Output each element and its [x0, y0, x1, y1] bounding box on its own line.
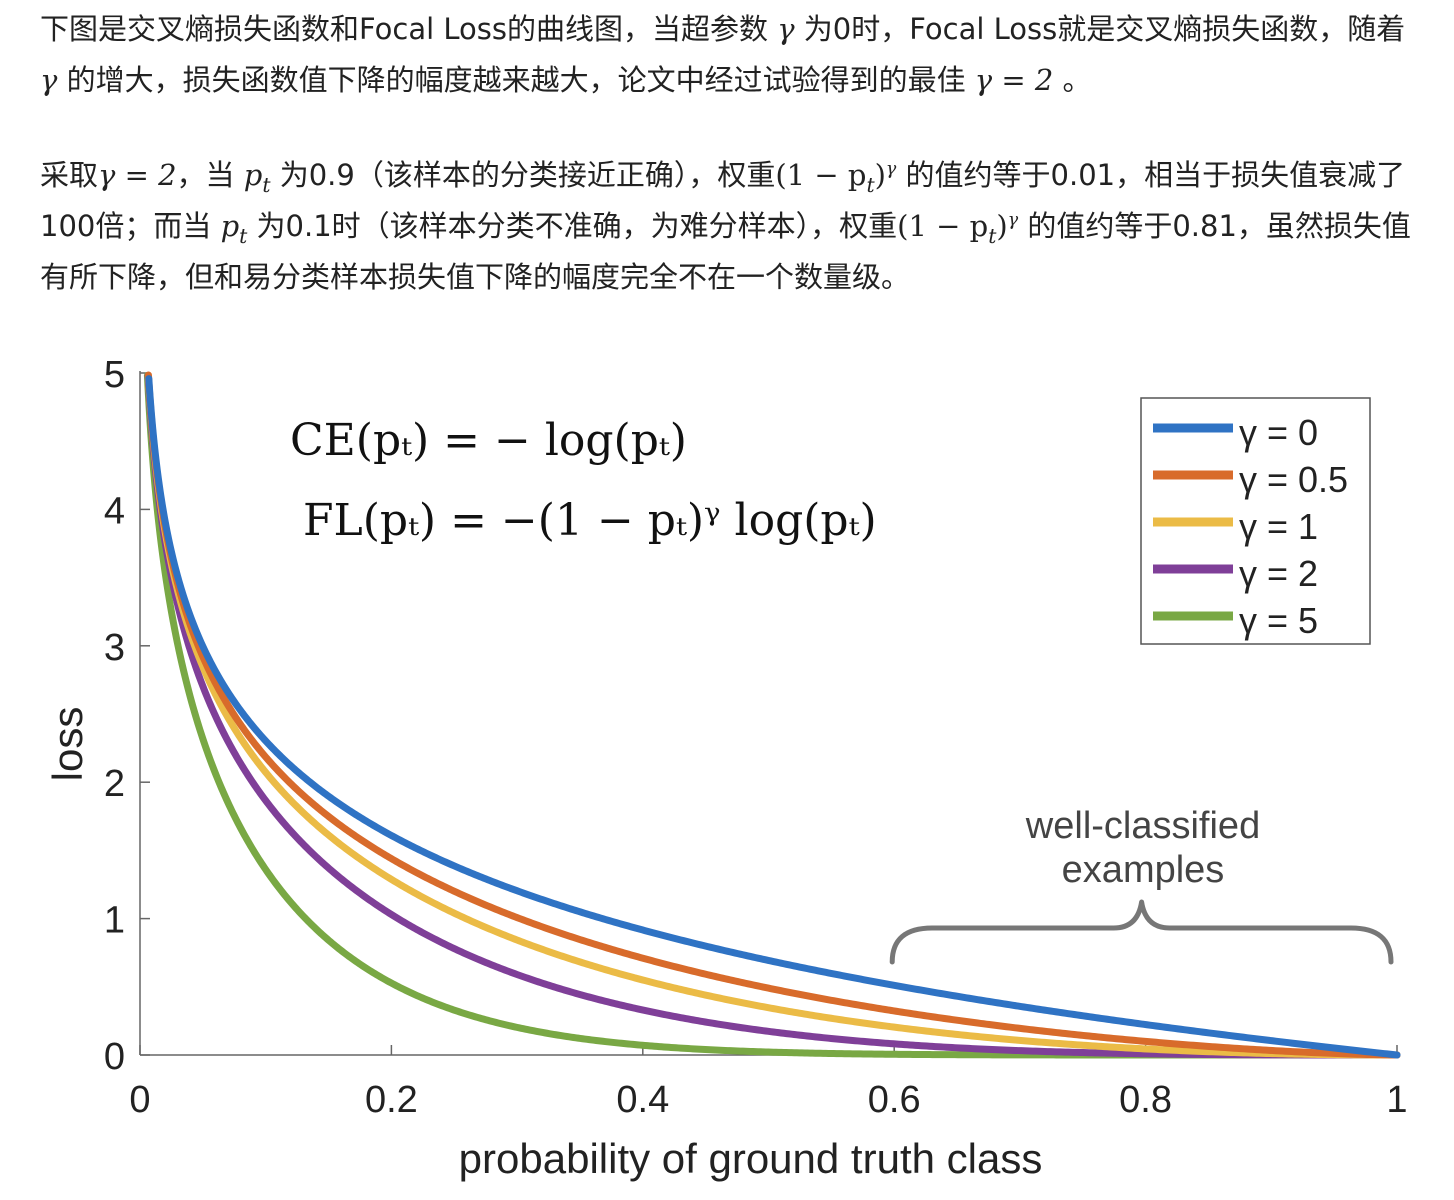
x-tick-label: 0.6: [868, 1079, 921, 1121]
p2-weight-1: (1 − pt)γ: [775, 158, 897, 197]
well-classified-annotation: well-classified examples: [889, 805, 1394, 965]
annotation-line-2: examples: [1062, 849, 1225, 891]
legend-label: γ = 2: [1239, 553, 1318, 594]
p1-text-a: 下图是交叉熵损失函数和Focal Loss的曲线图，当超参数: [40, 12, 768, 46]
focal-loss-chart: 0 0.2 0.4 0.6 0.8 1 0 1 2 3 4 5 probability of groun…: [44, 354, 1408, 1182]
y-tick-label: 3: [104, 627, 125, 669]
legend: γ = 0 γ = 0.5 γ = 1 γ = 2 γ = 5: [1140, 397, 1371, 645]
p2-text-c: 为0.9（该样本的分类接近正确），权重: [279, 158, 776, 192]
x-tick-label: 0.2: [365, 1079, 418, 1121]
p2-text-a: 采取: [40, 158, 99, 192]
fl-formula: FL(pₜ) = −(1 − pₜ)ᵞ log(pₜ): [303, 495, 877, 546]
p1-gamma: γ: [777, 12, 795, 46]
curve-gamma-0: [145, 375, 1401, 1059]
y-tick-label: 1: [104, 900, 125, 942]
ce-formula: CE(pₜ) = − log(pₜ): [290, 415, 687, 466]
curve-gamma-0-5: [144, 371, 1401, 1059]
p2-weight-2: (1 − pt)γ: [897, 209, 1019, 248]
annotation-brace: [889, 899, 1394, 965]
x-axis-label: probability of ground truth class: [459, 1135, 1043, 1182]
x-tick-label: 1: [1386, 1079, 1407, 1121]
intro-paragraph: 下图是交叉熵损失函数和Focal Loss的曲线图，当超参数 γ 为0时，Foc…: [40, 4, 1420, 106]
legend-label: γ = 5: [1239, 600, 1318, 641]
p1-text-b: 为0时，Focal Loss就是交叉熵损失函数，随着: [803, 12, 1406, 46]
p1-gamma-2: γ: [40, 63, 58, 97]
p2-text-e: 为0.1时（该样本分类不准确，为难分样本），权重: [256, 209, 898, 243]
y-tick-label: 4: [104, 490, 125, 532]
legend-label: γ = 0.5: [1239, 459, 1348, 500]
legend-label: γ = 0: [1239, 412, 1318, 453]
p1-end: 。: [1062, 63, 1092, 97]
y-tick-label: 0: [104, 1036, 125, 1078]
y-axis-label: loss: [44, 707, 91, 782]
explanation-paragraph: 采取γ = 2，当 pt 为0.9（该样本的分类接近正确），权重(1 − pt)…: [40, 150, 1420, 303]
x-tick-label: 0.8: [1119, 1079, 1172, 1121]
p2-pt-2: pt: [220, 209, 248, 248]
p2-pt: pt: [243, 158, 271, 197]
legend-label: γ = 1: [1239, 506, 1318, 547]
curve-gamma-2: [144, 372, 1401, 1059]
p2-text-f: 的值约等于0.81，虽然损失值有所下降，但和易分类样本损失值下降的幅度完全不在一…: [40, 209, 1411, 294]
p2-gamma-eq: γ = 2: [98, 158, 177, 192]
p1-text-c: 的增大，损失函数值下降的幅度越来越大，论文中经过试验得到的最佳: [66, 63, 966, 97]
x-tick-label: 0.4: [616, 1079, 669, 1121]
x-tick-label: 0: [129, 1079, 150, 1121]
curves: [143, 371, 1401, 1059]
annotation-line-1: well-classified: [1025, 805, 1260, 847]
y-tick-label: 5: [104, 354, 125, 396]
p2-text-b: ，当: [176, 158, 235, 192]
curve-gamma-1: [144, 373, 1401, 1059]
y-tick-label: 2: [104, 763, 125, 805]
p2-text-d: 的值约等于0.01，相当于损失值衰减了100倍；而当: [40, 158, 1406, 243]
p1-gamma-eq: γ = 2: [974, 63, 1054, 97]
